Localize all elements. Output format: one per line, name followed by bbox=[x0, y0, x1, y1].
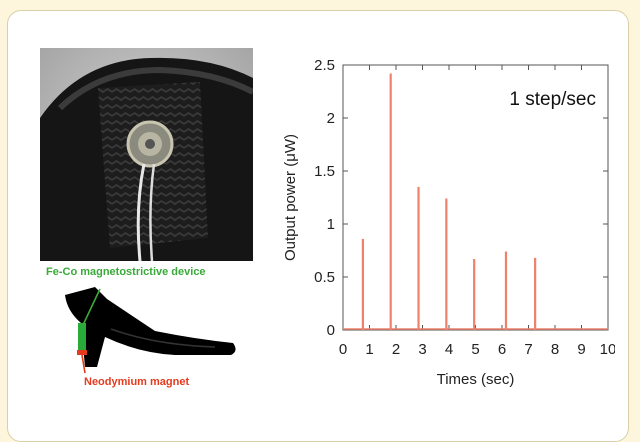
x-tick-label: 6 bbox=[498, 341, 506, 358]
x-tick-label: 9 bbox=[577, 341, 585, 358]
shoe-diagram bbox=[65, 287, 236, 374]
x-tick-label: 1 bbox=[365, 341, 373, 358]
magnet-pointer bbox=[81, 354, 86, 374]
device-label: Fe-Co magnetostrictive device bbox=[46, 266, 206, 278]
x-tick-label: 4 bbox=[445, 341, 453, 358]
magnet-marker bbox=[77, 350, 87, 355]
x-tick-label: 2 bbox=[392, 341, 400, 358]
device-pointer bbox=[82, 288, 101, 326]
x-tick-label: 7 bbox=[524, 341, 532, 358]
x-tick-label: 0 bbox=[339, 341, 347, 358]
chart-annotation: 1 step/sec bbox=[509, 89, 596, 110]
x-tick-label: 10 bbox=[600, 341, 615, 358]
y-tick-label: 0.5 bbox=[314, 269, 335, 286]
y-axis-label: Output power (μW) bbox=[282, 134, 299, 261]
magnet-label: Neodymium magnet bbox=[84, 376, 190, 388]
x-tick-label: 3 bbox=[418, 341, 426, 358]
shoe-heel-photo bbox=[40, 48, 253, 261]
y-tick-label: 2 bbox=[327, 110, 335, 127]
x-tick-label: 8 bbox=[551, 341, 559, 358]
y-tick-label: 2.5 bbox=[314, 57, 335, 74]
y-tick-label: 0 bbox=[327, 322, 335, 339]
y-tick-label: 1 bbox=[327, 216, 335, 233]
device-marker bbox=[78, 323, 86, 351]
x-tick-label: 5 bbox=[471, 341, 479, 358]
y-tick-label: 1.5 bbox=[314, 163, 335, 180]
x-axis-label: Times (sec) bbox=[437, 371, 515, 388]
power-chart: 0 0.5 1 1.5 2 2.5 0 1 2 3 4 5 6 7 8 9 10 1 step/sec Times … bbox=[282, 57, 615, 388]
